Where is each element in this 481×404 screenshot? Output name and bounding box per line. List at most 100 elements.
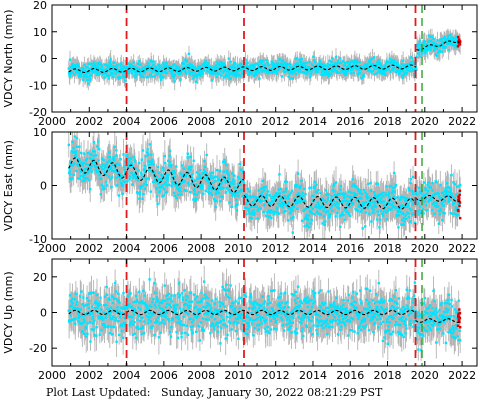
observation-point: [439, 207, 442, 211]
observation-point: [136, 306, 140, 309]
observation-point: [313, 58, 316, 62]
observation-point: [233, 66, 237, 69]
observation-point: [83, 161, 86, 165]
observation-point: [349, 308, 352, 312]
observation-point: [240, 296, 243, 300]
observation-point: [226, 171, 229, 175]
observation-point: [167, 183, 171, 187]
observation-point: [288, 62, 292, 66]
observation-point: [392, 306, 395, 309]
observation-point: [105, 313, 108, 317]
observation-point: [77, 160, 80, 164]
observation-point: [137, 161, 141, 165]
observation-point: [147, 318, 151, 321]
observation-point: [376, 210, 379, 213]
observation-point: [446, 36, 449, 40]
observation-point: [128, 303, 131, 306]
observation-point: [124, 317, 127, 320]
observation-point: [304, 297, 307, 301]
observation-point: [376, 61, 379, 64]
observation-point: [401, 212, 405, 215]
observation-point: [190, 300, 193, 303]
observation-point: [420, 333, 424, 336]
observation-point: [122, 307, 126, 310]
observation-point: [209, 177, 212, 180]
observation-point: [205, 65, 208, 68]
observation-point: [398, 311, 401, 315]
observation-point: [203, 297, 207, 300]
observation-point: [405, 318, 408, 321]
observation-point: [100, 315, 104, 318]
observation-point: [219, 309, 222, 312]
observation-point: [220, 195, 223, 198]
observation-point: [378, 314, 381, 317]
observation-point: [103, 72, 106, 75]
observation-point: [305, 300, 309, 303]
observation-point: [119, 158, 122, 161]
x-tick-label: 2016: [336, 242, 364, 255]
observation-point: [109, 58, 112, 61]
observation-point: [182, 62, 186, 65]
observation-point: [378, 310, 381, 313]
observation-point: [333, 304, 336, 307]
observation-point: [209, 191, 212, 195]
observation-point: [368, 301, 371, 304]
observation-point: [217, 191, 221, 195]
observation-point: [113, 166, 117, 169]
observation-point: [421, 198, 425, 201]
observation-point: [456, 213, 459, 217]
observation-point: [88, 313, 92, 316]
observation-point: [121, 71, 124, 74]
observation-point: [457, 299, 460, 302]
observation-point: [276, 192, 279, 196]
observation-point: [325, 306, 328, 309]
observation-point: [221, 175, 225, 178]
observation-point: [402, 216, 406, 220]
observation-point: [249, 317, 252, 320]
observation-point: [188, 62, 192, 66]
observation-point: [328, 213, 332, 216]
observation-point: [333, 193, 337, 197]
observation-point: [218, 200, 222, 203]
observation-point: [440, 38, 443, 41]
observation-point: [256, 209, 260, 212]
observation-point: [153, 303, 156, 306]
observation-point: [279, 204, 282, 208]
observation-point: [210, 299, 214, 302]
observation-point: [68, 75, 71, 78]
observation-point: [132, 175, 135, 178]
observation-point: [83, 320, 87, 323]
observation-point: [237, 194, 240, 197]
observation-point: [149, 320, 152, 323]
observation-point: [158, 189, 161, 193]
observation-point: [371, 57, 374, 60]
observation-point: [189, 66, 193, 69]
observation-point: [448, 199, 451, 202]
observation-point: [413, 294, 416, 297]
observation-point: [84, 69, 87, 73]
observation-point: [369, 204, 372, 207]
observation-point: [142, 75, 145, 79]
observation-point: [86, 152, 90, 155]
observation-point: [198, 68, 202, 71]
observation-point: [383, 66, 387, 69]
observation-point: [298, 193, 301, 196]
observation-point: [278, 58, 282, 61]
observation-point: [395, 321, 398, 324]
observation-point: [233, 74, 236, 77]
observation-point: [203, 313, 206, 316]
observation-point: [164, 310, 167, 313]
observation-point: [99, 296, 102, 299]
observation-point: [390, 203, 394, 207]
observation-point: [363, 307, 366, 310]
observation-point: [214, 205, 217, 208]
observation-point: [300, 317, 303, 320]
observation-point: [428, 199, 431, 202]
observation-point: [303, 62, 306, 65]
observation-point: [134, 294, 138, 298]
observation-point: [277, 69, 280, 72]
observation-point: [415, 185, 418, 188]
observation-point: [239, 183, 242, 186]
observation-point: [233, 320, 236, 323]
